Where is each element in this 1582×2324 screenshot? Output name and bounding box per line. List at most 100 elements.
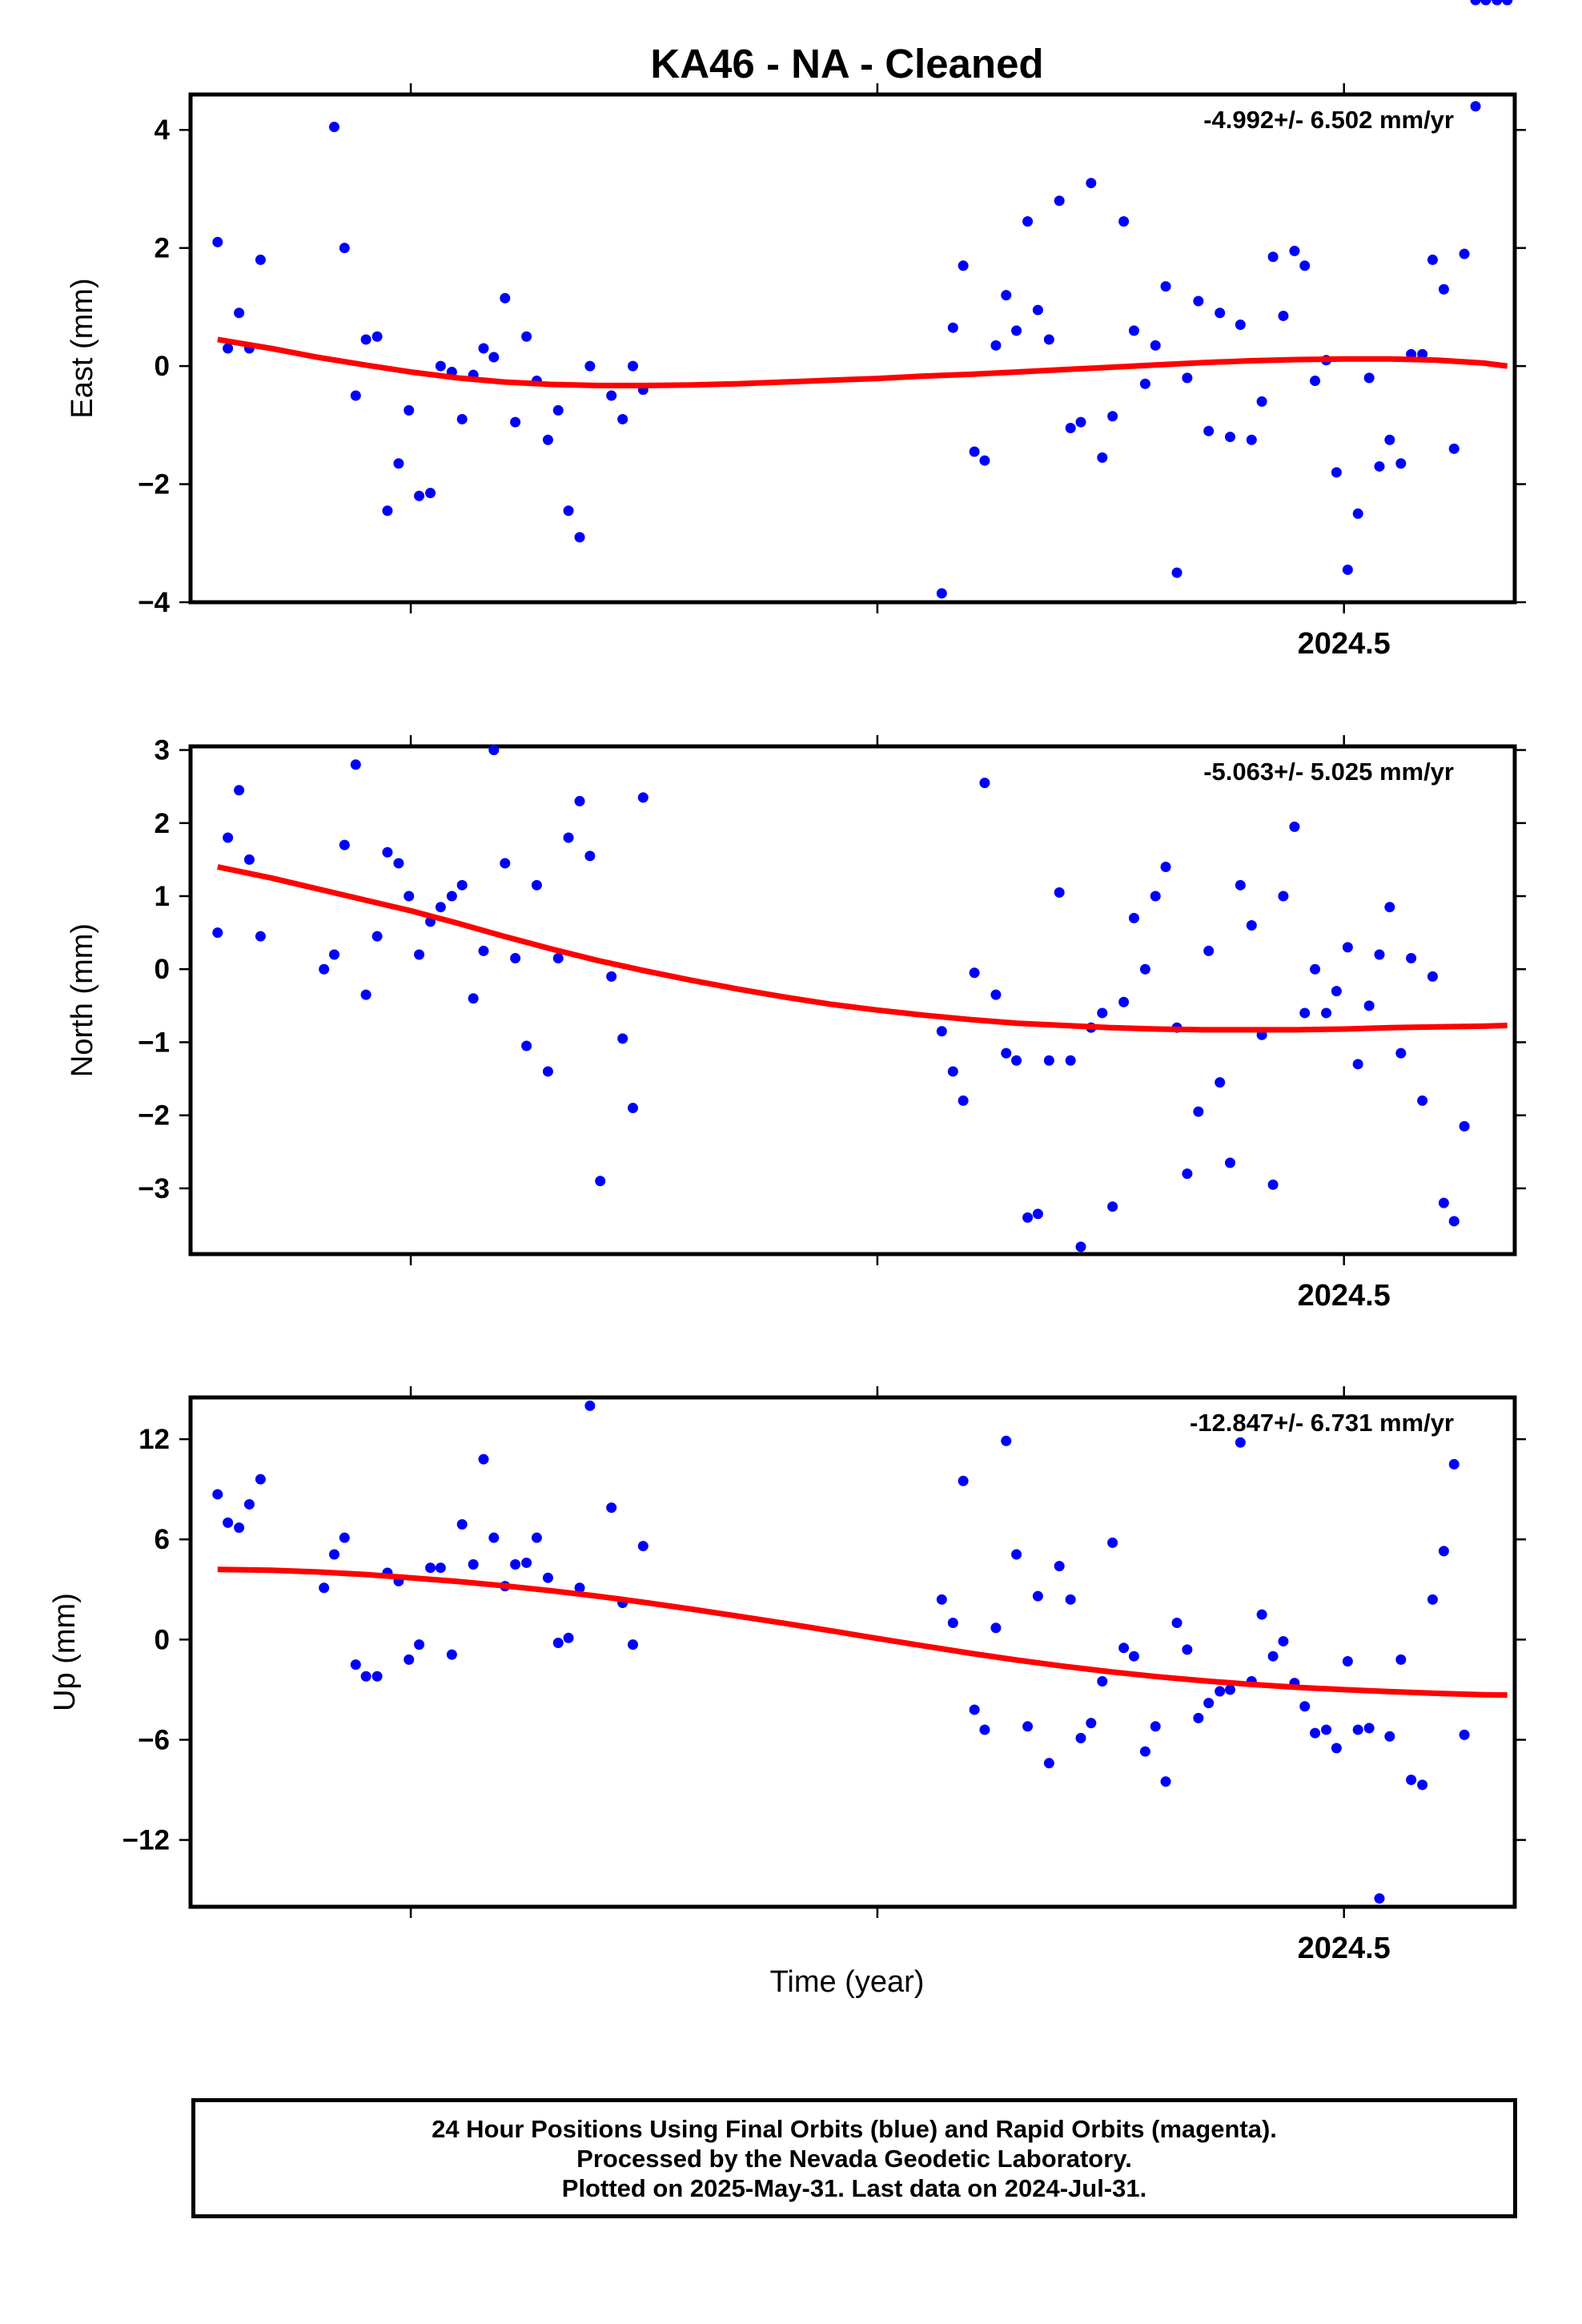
- data-point: [1417, 1779, 1428, 1791]
- data-point: [478, 1454, 489, 1465]
- data-point: [1374, 1893, 1385, 1904]
- data-point: [606, 1502, 617, 1514]
- data-point: [425, 488, 436, 499]
- data-point: [606, 390, 617, 401]
- data-point: [1022, 1721, 1034, 1732]
- data-point: [234, 785, 245, 796]
- data-point: [234, 1522, 245, 1534]
- data-point: [1459, 1120, 1470, 1132]
- data-point: [319, 963, 330, 975]
- caption-box: 24 Hour Positions Using Final Orbits (bl…: [191, 2098, 1517, 2218]
- rate-label: -5.063+/- 5.025 mm/yr: [1203, 758, 1454, 786]
- data-point: [979, 778, 990, 789]
- fit-line: [217, 1566, 1508, 1699]
- data-point: [1215, 1686, 1226, 1697]
- y-tick-label: −6: [138, 1724, 170, 1755]
- data-point: [637, 1541, 648, 1552]
- data-point: [1438, 1197, 1449, 1208]
- data-point: [947, 1618, 958, 1629]
- data-point: [574, 795, 585, 806]
- data-point: [637, 792, 648, 803]
- data-point: [1492, 0, 1503, 6]
- data-point: [255, 254, 266, 265]
- data-point: [1086, 1718, 1097, 1729]
- data-point: [563, 832, 574, 843]
- data-point: [1470, 0, 1481, 6]
- data-point: [1150, 340, 1161, 351]
- data-point: [404, 891, 415, 902]
- data-point: [1043, 1758, 1054, 1769]
- data-point: [1321, 1007, 1332, 1019]
- data-point: [990, 340, 1002, 351]
- data-point: [446, 891, 457, 902]
- data-point: [1215, 308, 1226, 319]
- data-point: [563, 1632, 574, 1643]
- data-point: [1193, 1712, 1204, 1723]
- data-point: [1182, 1644, 1193, 1655]
- data-point: [1139, 1746, 1150, 1757]
- data-point: [1118, 1642, 1130, 1654]
- data-point: [1395, 1654, 1407, 1665]
- data-point: [1384, 1731, 1395, 1742]
- data-point: [1235, 879, 1246, 891]
- data-point: [1160, 862, 1171, 873]
- data-point: [1043, 1055, 1054, 1066]
- x-axis-label: Time (year): [770, 1965, 925, 1999]
- data-point: [1384, 902, 1395, 913]
- data-point: [382, 846, 393, 858]
- data-point: [329, 122, 340, 133]
- data-point: [1374, 949, 1385, 960]
- data-point: [393, 458, 404, 469]
- data-point: [1363, 1723, 1375, 1734]
- y-tick-label: −2: [138, 469, 170, 501]
- data-point: [947, 322, 958, 333]
- data-point: [468, 1559, 479, 1570]
- data-point: [1289, 821, 1300, 832]
- data-point: [339, 1532, 350, 1543]
- data-point: [223, 1517, 234, 1528]
- data-point: [1203, 425, 1215, 436]
- data-point: [1427, 1594, 1438, 1605]
- data-point: [1427, 971, 1438, 982]
- data-point: [1352, 1059, 1363, 1070]
- data-point: [627, 1103, 638, 1114]
- caption-line-2: Processed by the Nevada Geodetic Laborat…: [576, 2144, 1132, 2173]
- data-point: [414, 490, 425, 501]
- data-point: [329, 1549, 340, 1560]
- data-point: [1438, 1546, 1449, 1557]
- caption-line-3: Plotted on 2025-May-31. Last data on 202…: [561, 2173, 1147, 2202]
- figure-title: KA46 - NA - Cleaned: [650, 41, 1043, 86]
- data-point: [1235, 320, 1246, 331]
- data-point: [1118, 216, 1130, 227]
- data-point: [958, 1095, 969, 1106]
- data-point: [1235, 1437, 1246, 1448]
- fit-line: [217, 864, 1508, 1033]
- data-point: [1299, 1007, 1311, 1019]
- data-point: [435, 902, 446, 913]
- data-point: [243, 854, 255, 865]
- data-point: [339, 839, 350, 850]
- data-point: [574, 1582, 585, 1594]
- data-point: [488, 1532, 500, 1543]
- data-point: [1406, 953, 1417, 964]
- fit-line: [217, 336, 1508, 388]
- data-point: [1267, 251, 1279, 263]
- data-point: [979, 455, 990, 466]
- data-point: [1342, 942, 1353, 953]
- data-point: [1310, 376, 1321, 387]
- data-point: [990, 989, 1002, 1000]
- data-point: [1502, 0, 1513, 6]
- plot-frame: [188, 1395, 1517, 1909]
- y-tick-label: −2: [138, 1100, 170, 1132]
- data-point: [1001, 290, 1012, 301]
- data-point: [1331, 986, 1342, 997]
- data-point: [542, 1572, 553, 1583]
- data-point: [1011, 1549, 1022, 1560]
- data-point: [1224, 1157, 1235, 1168]
- data-point: [936, 1026, 947, 1037]
- data-point: [488, 745, 500, 756]
- data-point: [510, 1559, 521, 1570]
- data-point: [350, 1659, 361, 1671]
- data-point: [969, 967, 980, 979]
